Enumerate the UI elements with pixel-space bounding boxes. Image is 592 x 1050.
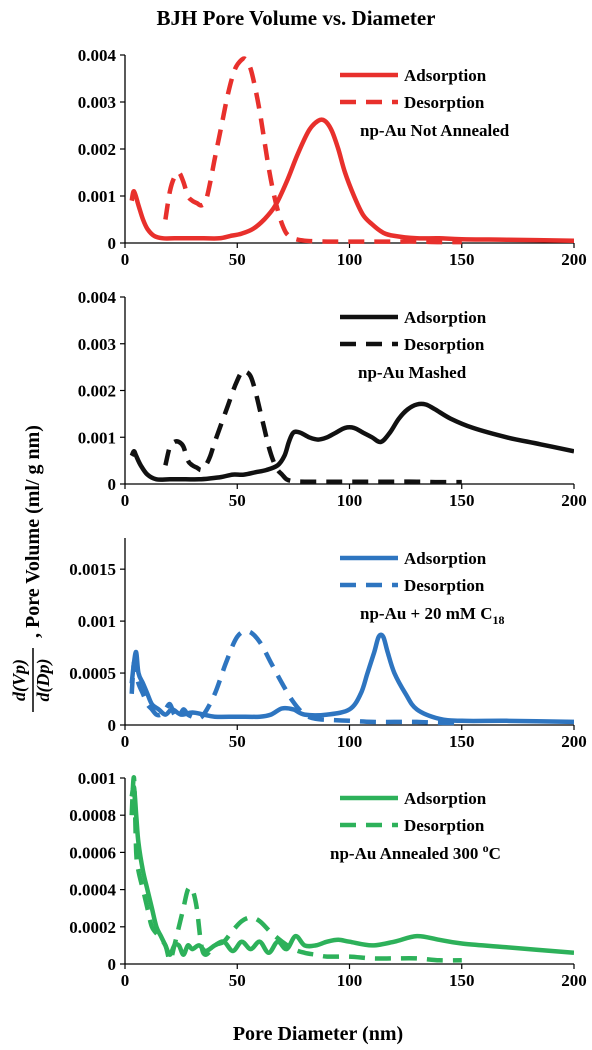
legend-label-adsorption: Adsorption: [404, 66, 487, 85]
x-tick-label: 0: [121, 732, 130, 751]
series-line-desorption: [129, 628, 462, 726]
panel-annotation: np-Au Mashed: [358, 363, 467, 382]
legend-label-desorption: Desorption: [404, 576, 485, 595]
y-label-numerator: d(Vp): [9, 659, 30, 701]
y-label-text: , Pore Volume (ml/ g nm): [22, 425, 44, 638]
x-tick-label: 200: [561, 491, 587, 510]
series-line-adsorption: [129, 632, 574, 725]
y-tick-label: 0.001: [78, 428, 116, 447]
chart-panel: 0 0.001 0.002 0.003 0.004 0 50 100 150 200 Adsorpt…: [78, 46, 587, 269]
y-tick-label: 0.0002: [69, 918, 116, 937]
y-axis-label: d(Vp) d(Dp) , Pore Volume (ml/ g nm): [9, 425, 54, 712]
y-tick-label: 0.001: [78, 612, 116, 631]
legend-label-desorption: Desorption: [404, 335, 485, 354]
x-tick-label: 100: [337, 732, 363, 751]
legend-label-adsorption: Adsorption: [404, 789, 487, 808]
x-tick-label: 0: [121, 250, 130, 269]
series-line-adsorption: [129, 784, 574, 957]
x-tick-label: 50: [229, 250, 246, 269]
panel-annotation: np-Au + 20 mM C18: [360, 604, 504, 627]
y-tick-label: 0.0005: [69, 664, 116, 683]
legend-label-desorption: Desorption: [404, 816, 485, 835]
y-tick-label: 0: [108, 716, 117, 735]
y-tick-label: 0: [108, 955, 117, 974]
x-tick-label: 50: [229, 491, 246, 510]
panel-annotation: np-Au Not Annealed: [360, 121, 510, 140]
y-tick-label: 0.003: [78, 93, 116, 112]
y-tick-label: 0.002: [78, 382, 116, 401]
x-tick-label: 100: [337, 491, 363, 510]
chart-panel: 0 0.0002 0.0004 0.0006 0.0008 0.001 0 50 100 150 2…: [69, 769, 587, 990]
series-line-desorption: [163, 368, 462, 485]
chart-panel: 0 0.001 0.002 0.003 0.004 0 50 100 150 200 Adsorpt…: [78, 288, 587, 510]
figure-title: BJH Pore Volume vs. Diameter: [157, 6, 436, 30]
x-tick-label: 150: [449, 250, 475, 269]
panel-annotation: np-Au Annealed 300 oC: [330, 841, 501, 863]
x-tick-label: 0: [121, 971, 130, 990]
chart-panel: 0 0.0005 0.001 0.0015 0 50 100 150 200 Adsorption…: [69, 538, 587, 751]
x-tick-label: 150: [449, 732, 475, 751]
x-tick-label: 200: [561, 971, 587, 990]
x-tick-label: 100: [337, 250, 363, 269]
legend-label-adsorption: Adsorption: [404, 549, 487, 568]
y-tick-label: 0.0004: [69, 881, 116, 900]
y-tick-label: 0.0006: [69, 843, 116, 862]
y-tick-label: 0.001: [78, 769, 116, 788]
series-line-adsorption: [129, 401, 574, 482]
x-tick-label: 100: [337, 971, 363, 990]
legend-label-adsorption: Adsorption: [404, 308, 487, 327]
x-tick-label: 150: [449, 491, 475, 510]
x-tick-label: 50: [229, 732, 246, 751]
x-axis-label: Pore Diameter (nm): [233, 1023, 403, 1045]
legend-label-desorption: Desorption: [404, 93, 485, 112]
series-line-desorption: [129, 775, 462, 963]
x-tick-label: 150: [449, 971, 475, 990]
x-tick-label: 200: [561, 250, 587, 269]
x-tick-label: 200: [561, 732, 587, 751]
y-tick-label: 0.004: [78, 288, 117, 307]
y-tick-label: 0: [108, 234, 117, 253]
y-tick-label: 0.002: [78, 140, 116, 159]
series-line-adsorption: [129, 117, 574, 243]
y-label-denominator: d(Dp): [33, 659, 54, 702]
y-tick-label: 0.004: [78, 46, 117, 65]
y-tick-label: 0.0015: [69, 560, 116, 579]
y-tick-label: 0: [108, 475, 117, 494]
series-line-desorption: [163, 56, 462, 245]
y-tick-label: 0.003: [78, 335, 116, 354]
x-tick-label: 50: [229, 971, 246, 990]
y-tick-label: 0.001: [78, 187, 116, 206]
y-tick-label: 0.0008: [69, 806, 116, 825]
x-tick-label: 0: [121, 491, 130, 510]
